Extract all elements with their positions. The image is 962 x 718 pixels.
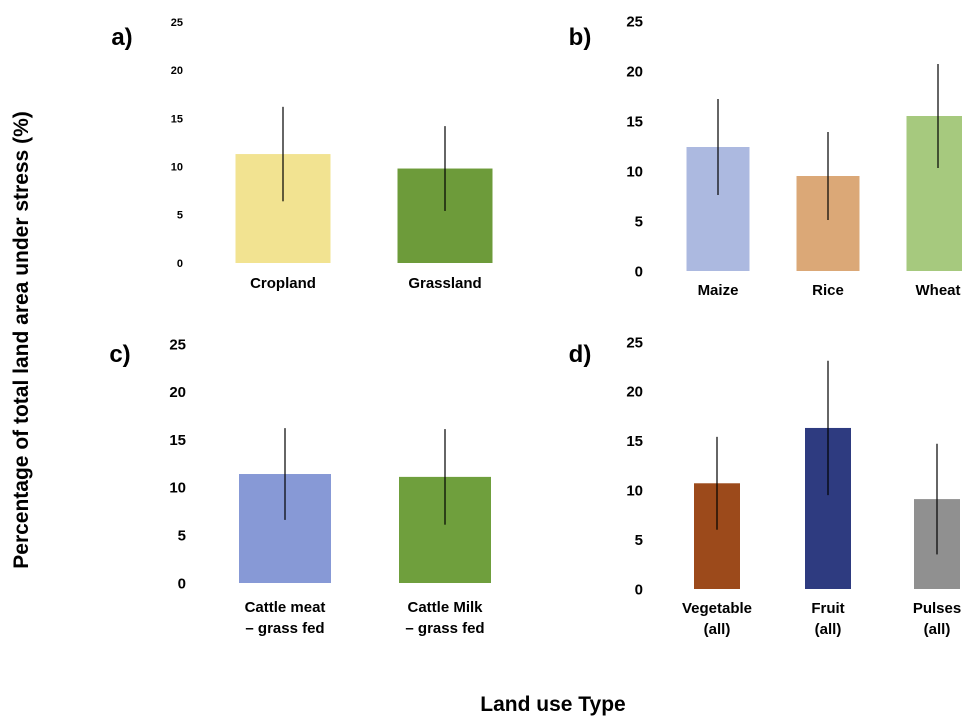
y-tick-label: 20 [626, 384, 643, 401]
y-tick-label: 0 [635, 581, 643, 598]
category-label: Rice [812, 282, 844, 299]
y-tick-label: 15 [626, 433, 643, 450]
y-tick-label: 5 [635, 213, 643, 230]
y-tick-label: 0 [177, 258, 183, 270]
y-tick-label: 10 [171, 161, 183, 173]
category-label: Pulses (all) [913, 600, 961, 638]
category-label: Cropland [250, 275, 316, 292]
y-tick-label: 15 [169, 432, 186, 449]
panel-label: c) [109, 341, 130, 368]
category-label: Cattle Milk – grass fed [405, 599, 484, 637]
y-tick-label: 20 [171, 65, 183, 77]
y-tick-label: 10 [169, 480, 186, 497]
y-tick-label: 15 [626, 113, 643, 130]
y-tick-label: 5 [635, 532, 643, 549]
y-tick-label: 25 [626, 334, 643, 351]
y-tick-label: 15 [171, 113, 183, 125]
category-label: Wheat [916, 282, 961, 299]
y-tick-label: 25 [626, 13, 643, 30]
y-tick-label: 0 [635, 263, 643, 280]
y-tick-label: 0 [178, 575, 186, 592]
x-axis-label: Land use Type [480, 693, 625, 716]
y-tick-label: 5 [178, 527, 186, 544]
panel-c: c) 0 5 10 15 20 25 Cattle meat – grass fed Cattle… [109, 336, 491, 637]
y-tick-label: 5 [177, 210, 183, 222]
y-tick-label: 25 [169, 336, 186, 353]
panel-d: d) 0 5 10 15 20 25 Vegetable (all) Fruit (all) Puls… [569, 334, 962, 638]
panel-b: b) 0 5 10 15 20 25 Maize Rice Wheat [569, 13, 962, 299]
y-tick-label: 20 [626, 63, 643, 80]
y-tick-label: 20 [169, 384, 186, 401]
y-axis-label: Percentage of total land area under stre… [10, 111, 33, 568]
category-label: Cattle meat – grass fed [245, 599, 326, 637]
panel-label: a) [111, 24, 132, 51]
bar-wheat [906, 116, 962, 271]
category-label: Fruit (all) [811, 600, 844, 638]
category-label: Vegetable (all) [682, 600, 752, 638]
y-tick-label: 10 [626, 163, 643, 180]
category-label: Maize [698, 282, 739, 299]
panel-label: b) [569, 24, 592, 51]
panel-label: d) [569, 341, 592, 368]
y-tick-label: 25 [171, 17, 183, 29]
category-label: Grassland [408, 275, 481, 292]
panel-a: a) 0 5 10 15 20 25 Cropland Grassland [111, 17, 493, 292]
y-tick-label: 10 [626, 482, 643, 499]
